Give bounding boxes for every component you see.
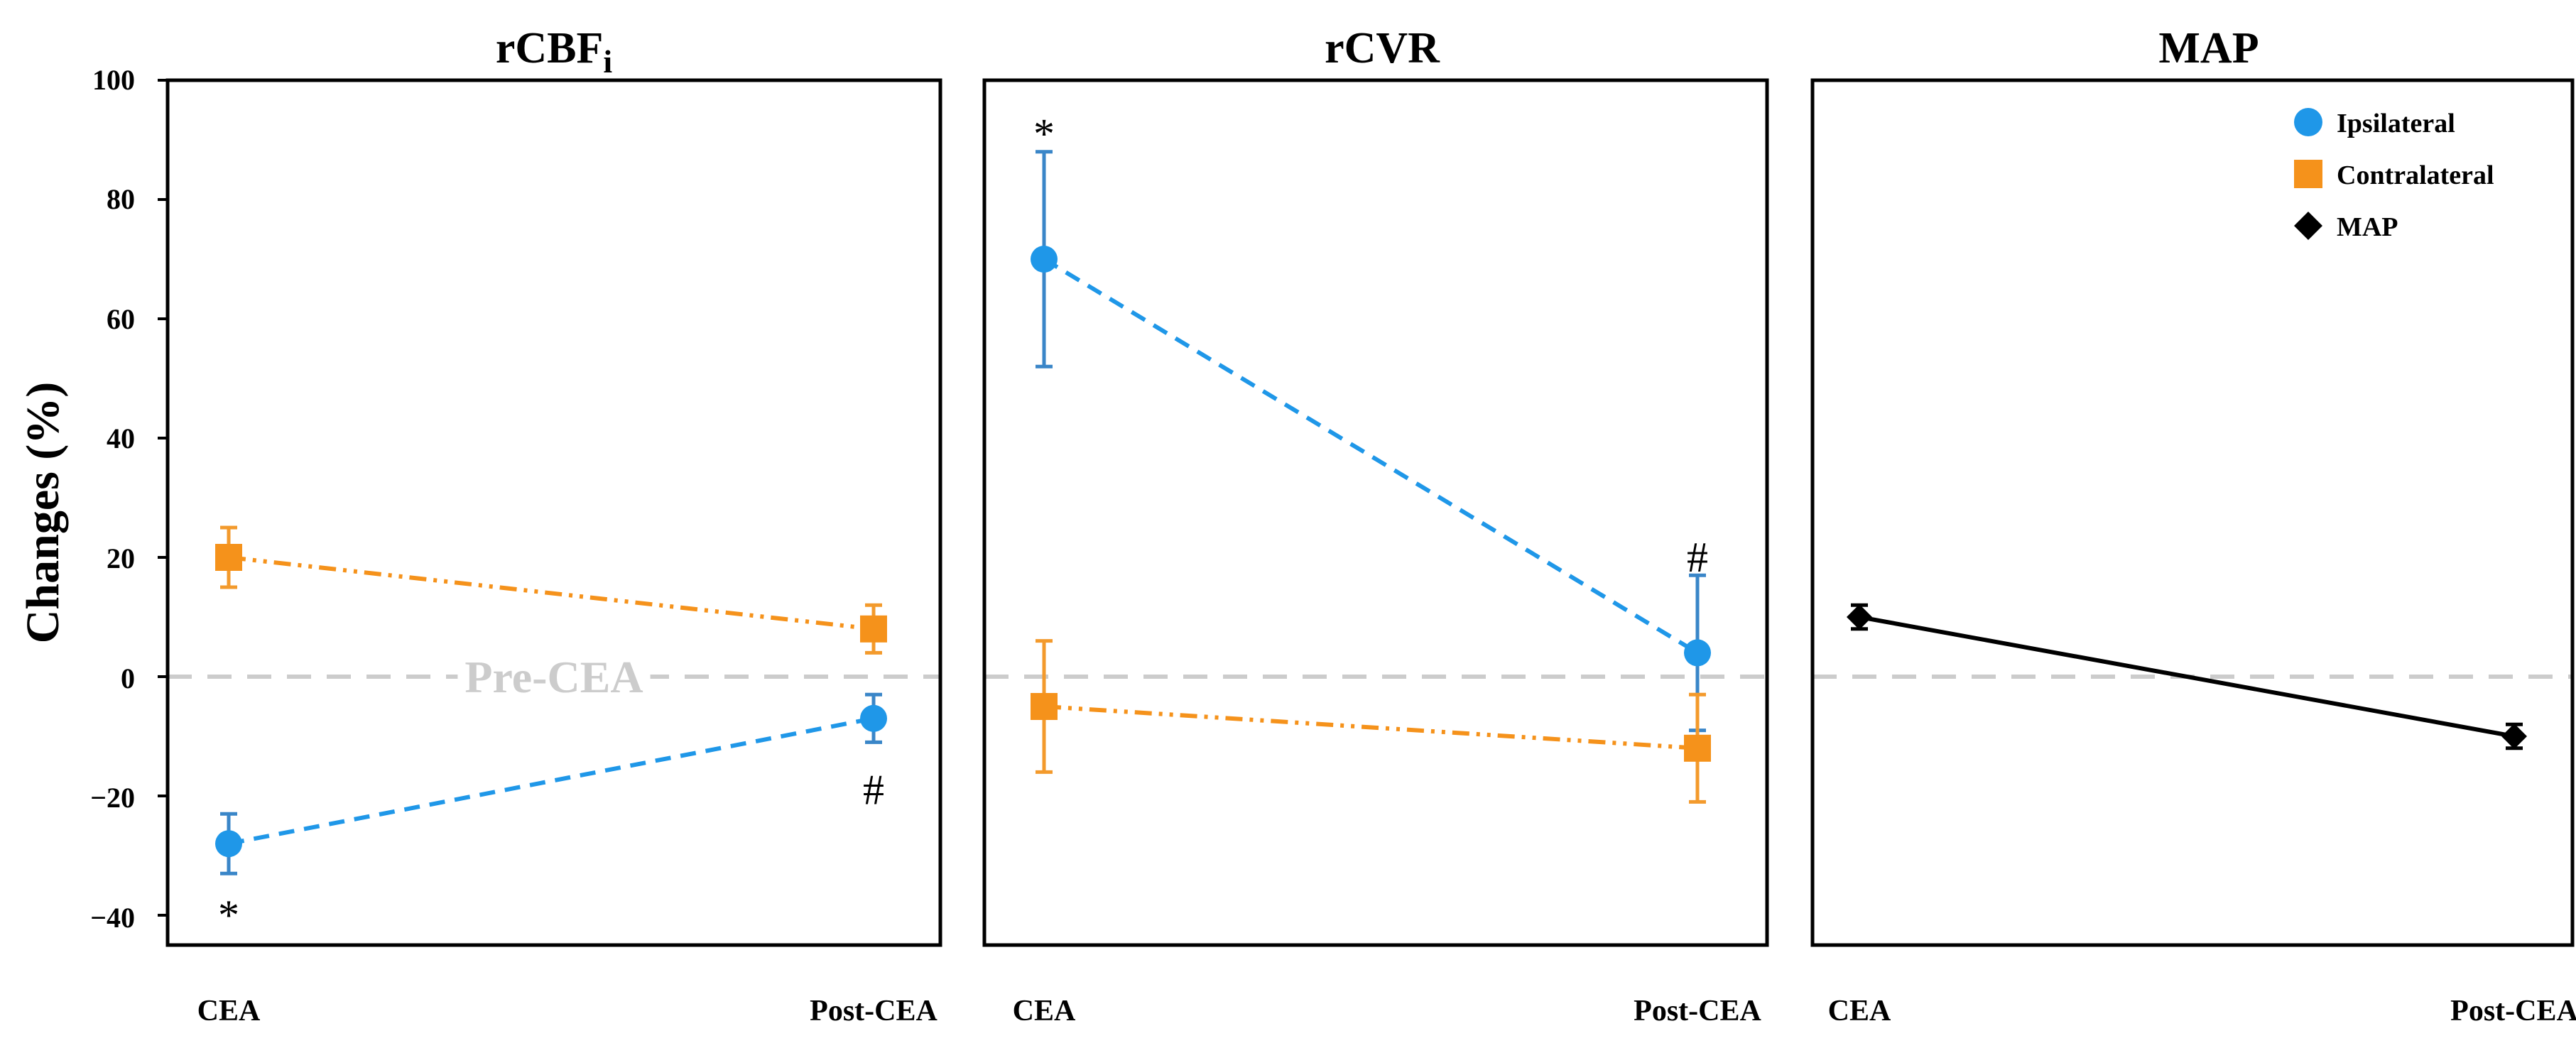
panel-1-title-subscript: i (603, 43, 612, 80)
panel-2 (982, 78, 1769, 947)
data-point-ipsilateral (1684, 639, 1711, 667)
legend-marker-map (2294, 212, 2322, 240)
y-tick-label: −20 (90, 782, 135, 814)
x-category-label: Post-CEA (2450, 995, 2576, 1027)
series-line-contralateral (1043, 704, 1698, 750)
data-point-map (2501, 724, 2527, 749)
panel-1-title: rCBFi (496, 24, 613, 80)
significance-annotation: * (1033, 111, 1055, 158)
data-point-ipsilateral (1031, 246, 1058, 273)
y-axis-label: Changes (%) (17, 382, 69, 644)
data-point-contralateral (215, 544, 242, 571)
x-category-label: CEA (197, 995, 261, 1027)
legend-label-contralateral: Contralateral (2337, 160, 2494, 190)
reference-label-background (457, 655, 651, 699)
y-tick-label: 60 (107, 303, 135, 335)
legend-label-ipsilateral: Ipsilateral (2337, 109, 2455, 138)
significance-annotation: # (863, 767, 884, 814)
y-tick-labels: 100 80 60 40 20 0 −20 −40 (90, 64, 135, 934)
legend-marker-ipsilateral (2294, 108, 2322, 136)
panel-2-title: rCVR (1325, 24, 1440, 72)
panel-1 (158, 78, 942, 947)
data-point-map (1847, 604, 1872, 630)
legend-label-map: MAP (2337, 212, 2398, 242)
panel-3-title: MAP (2158, 24, 2259, 72)
series-line-map (1859, 615, 2515, 738)
x-category-label: CEA (1013, 995, 1076, 1027)
data-point-ipsilateral (215, 830, 242, 858)
plot-frame (165, 78, 942, 947)
data-point-contralateral (860, 615, 887, 643)
significance-annotation: * (218, 892, 239, 939)
x-category-label: Post-CEA (810, 995, 938, 1027)
y-tick-label: −40 (90, 902, 135, 934)
data-point-contralateral (1031, 693, 1058, 720)
x-category-label: CEA (1828, 995, 1891, 1027)
legend-marker-contralateral (2294, 160, 2322, 188)
y-tick-label: 40 (107, 422, 135, 454)
x-category-label: Post-CEA (1634, 995, 1761, 1027)
series-line-ipsilateral (1043, 257, 1699, 655)
y-tick-label: 0 (121, 662, 135, 694)
y-tick-label: 80 (107, 183, 135, 215)
y-tick-label: 100 (92, 64, 135, 96)
series-line-ipsilateral (228, 716, 874, 846)
significance-annotation: # (1687, 534, 1708, 581)
series-line-contralateral (228, 555, 874, 631)
plot-frame (1810, 78, 2575, 947)
reference-line-label: Pre-CEA (464, 652, 643, 702)
data-point-ipsilateral (860, 704, 887, 732)
panel-1-title-main: rCBF (496, 24, 604, 72)
legend: Ipsilateral Contralateral MAP (2294, 108, 2494, 242)
y-tick-label: 20 (107, 542, 135, 574)
data-point-contralateral (1684, 734, 1711, 762)
x-category-labels: CEA Post-CEA CEA Post-CEA CEA Post-CEA (197, 995, 2576, 1027)
panel-3 (1810, 78, 2575, 947)
plot-frame (982, 78, 1769, 947)
